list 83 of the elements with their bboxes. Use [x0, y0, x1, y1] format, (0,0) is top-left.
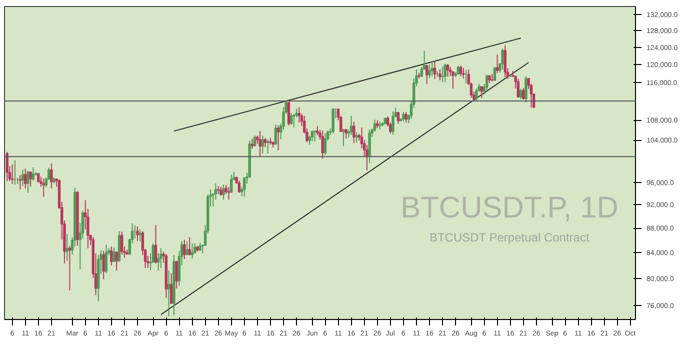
- candlestick: [290, 112, 293, 126]
- candlestick: [522, 88, 525, 100]
- candlestick: [154, 224, 158, 264]
- candlestick: [430, 60, 434, 77]
- candlestick: [504, 44, 506, 78]
- candlestick: [104, 244, 108, 274]
- candlestick: [66, 234, 68, 262]
- candlestick: [18, 174, 22, 190]
- candlestick: [160, 248, 162, 268]
- candlestick: [230, 174, 233, 194]
- candlestick: [462, 67, 465, 79]
- candlestick: [501, 48, 504, 70]
- candlestick: [32, 166, 35, 182]
- text: BTCUSDT Perpetual Contract: [429, 230, 590, 244]
- candlestick: [444, 63, 447, 83]
- candlestick: [222, 184, 225, 200]
- candlestick: [170, 272, 173, 305]
- candlestick: [276, 124, 280, 151]
- candlestick: [50, 162, 53, 189]
- candlestick: [298, 106, 300, 124]
- candlestick: [42, 178, 45, 198]
- candlestick: [250, 138, 254, 150]
- candlestick: [167, 270, 170, 316]
- candlestick: [266, 139, 270, 154]
- candlestick: [446, 64, 450, 78]
- candlestick: [519, 88, 522, 100]
- candlestick: [475, 88, 478, 102]
- candlestick: [193, 242, 196, 254]
- candlestick: [313, 130, 316, 142]
- candlestick: [342, 128, 345, 147]
- candlestick: [156, 252, 160, 272]
- candlestick: [344, 128, 348, 140]
- candlestick: [175, 260, 178, 289]
- candlestick: [426, 64, 428, 84]
- candlestick: [438, 69, 442, 81]
- candlestick: [352, 121, 356, 144]
- candlestick: [243, 176, 246, 198]
- candlestick: [321, 130, 324, 160]
- candlestick: [261, 135, 264, 154]
- candlestick: [452, 71, 454, 89]
- candlestick: [486, 74, 488, 91]
- candlestick: [264, 138, 267, 148]
- candlestick: [112, 247, 116, 263]
- candlestick: [21, 169, 24, 187]
- candlestick: [404, 111, 408, 124]
- candlestick: [516, 78, 520, 98]
- candlestick: [120, 231, 124, 256]
- candlestick: [186, 241, 188, 256]
- candlestick: [26, 170, 30, 194]
- candlestick: [428, 64, 431, 79]
- candlestick: [29, 170, 32, 188]
- candlestick: [480, 86, 484, 99]
- candlestick: [355, 132, 358, 144]
- candlestick: [102, 250, 105, 280]
- candlestick: [310, 130, 314, 142]
- candlestick: [433, 60, 436, 80]
- candlestick: [136, 226, 139, 242]
- candlestick: [493, 67, 496, 81]
- candlestick: [459, 65, 462, 77]
- candlestick: [68, 245, 72, 291]
- candlestick: [402, 111, 405, 122]
- candlestick: [188, 236, 191, 256]
- candlestick: [350, 115, 353, 136]
- candlestick: [324, 132, 327, 156]
- candlestick: [258, 130, 262, 158]
- candlestick: [238, 180, 241, 194]
- candlestick: [287, 101, 290, 126]
- candlestick: [496, 54, 499, 74]
- candlestick: [441, 66, 444, 83]
- candlestick: [524, 76, 528, 103]
- candlestick: [227, 186, 230, 200]
- candlestick: [190, 242, 194, 259]
- candlestick: [115, 252, 118, 272]
- candlestick: [274, 124, 278, 146]
- candlestick: [138, 228, 142, 242]
- candlestick: [183, 239, 186, 260]
- candlestick: [10, 164, 14, 184]
- candlestick: [332, 108, 334, 134]
- candlestick: [24, 168, 27, 189]
- candlestick: [449, 66, 452, 77]
- candlestick: [392, 110, 394, 136]
- candlestick: [368, 129, 371, 164]
- candlestick: [110, 246, 113, 266]
